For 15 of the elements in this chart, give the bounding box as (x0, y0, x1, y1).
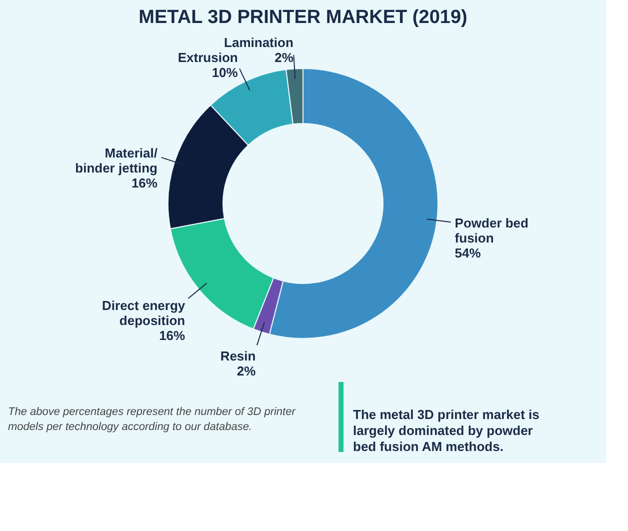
slice-label: Direct energy deposition (102, 298, 186, 328)
data-label: 54% (454, 246, 482, 261)
chart-title: METAL 3D PRINTER MARKET (2019) (138, 7, 468, 28)
data-label: 16% (159, 328, 186, 344)
slice-label: Powder bed fusion (454, 216, 529, 246)
data-label: 2% (274, 50, 294, 65)
data-label: 2% (236, 364, 256, 379)
slice-label: Lamination (224, 34, 294, 50)
data-label: 16% (131, 176, 158, 191)
data-label: 10% (212, 64, 238, 80)
text: The metal 3D printer market is largely dominated by powder bed fusion AM methods. (353, 407, 540, 454)
text: The above percentages represent the number of 3D printer models per technology according to our database. (8, 406, 297, 433)
slice-label: Material/ binder jetting (75, 146, 158, 176)
slice-label: Extrusion (178, 50, 238, 65)
slice-label: Resin (220, 348, 256, 364)
